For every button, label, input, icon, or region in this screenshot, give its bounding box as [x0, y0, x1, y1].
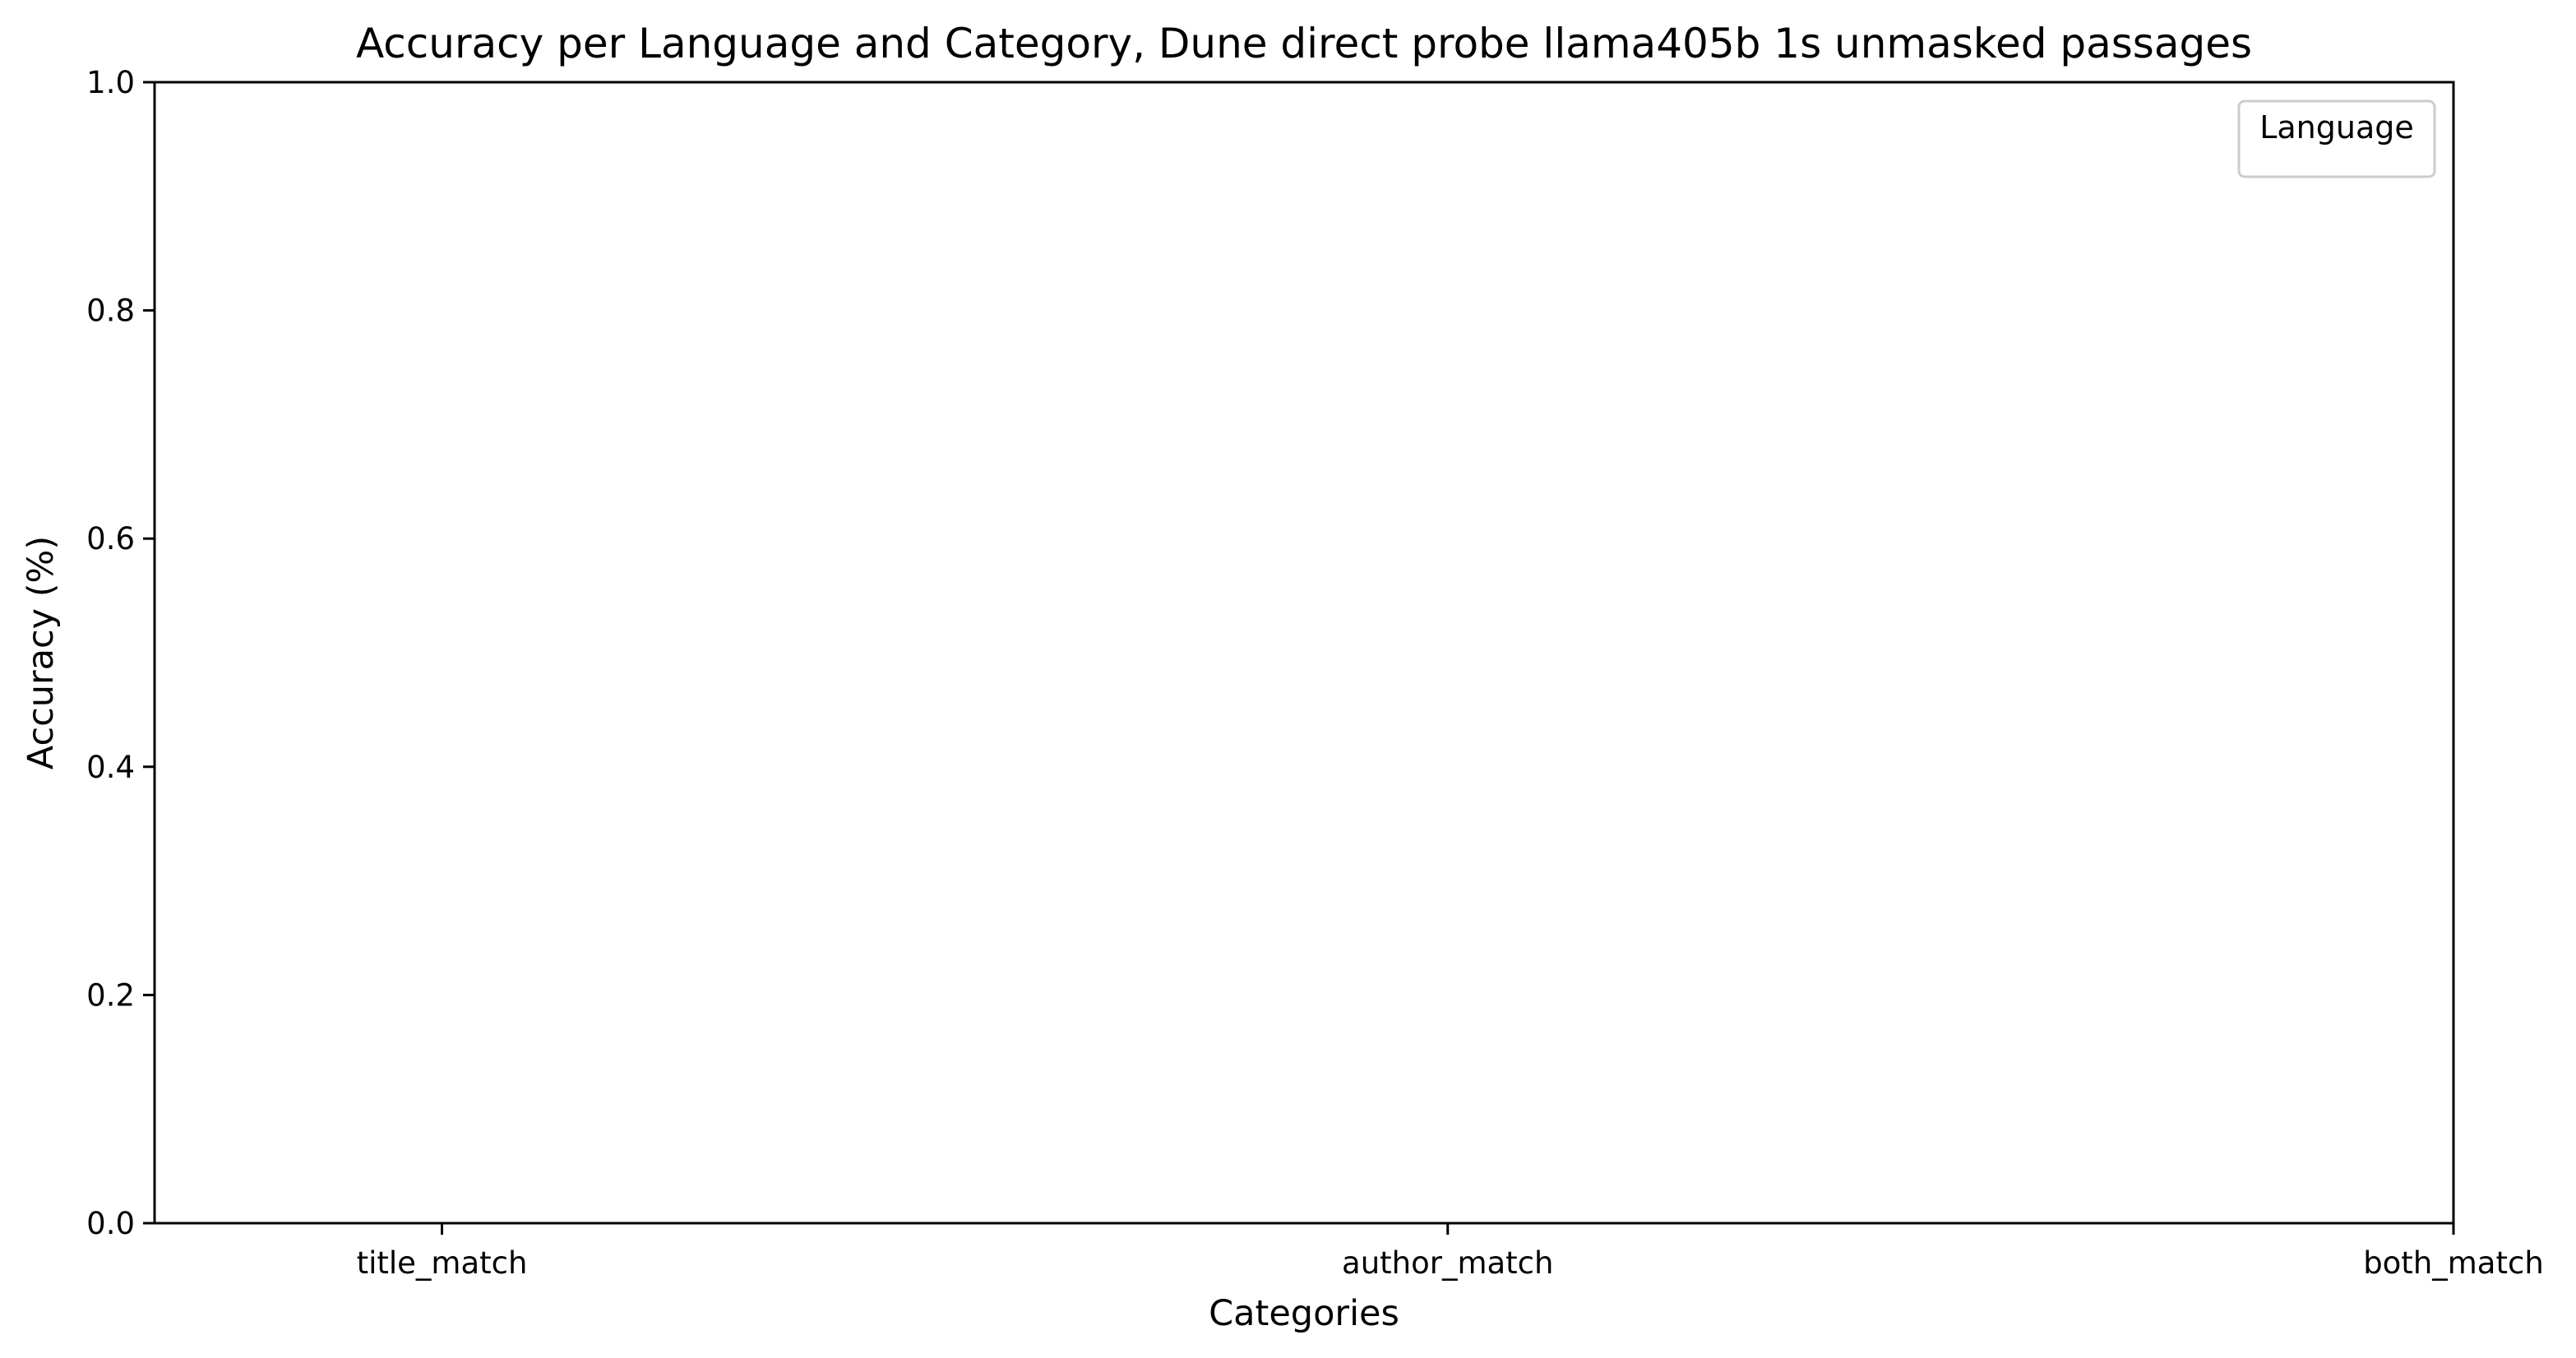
- y-axis-label: Accuracy (%): [21, 536, 62, 769]
- y-tick-label: 0.6: [86, 521, 135, 557]
- y-tick-label: 0.0: [86, 1206, 135, 1241]
- y-tick-label: 0.4: [86, 750, 135, 785]
- plot-area: [153, 81, 2455, 1225]
- legend-box: [2237, 99, 2436, 178]
- x-tick-label-author-match: author_match: [1342, 1245, 1553, 1281]
- x-tick-label-both-match: both_match: [2363, 1245, 2544, 1281]
- plot-frame: [153, 81, 2455, 1225]
- y-tick-label: 0.8: [86, 293, 135, 329]
- y-tick-label: 1.0: [86, 65, 135, 100]
- legend-title: Language: [2259, 109, 2414, 146]
- legend: Language: [2237, 99, 2436, 178]
- x-tick-label-title-match: title_match: [357, 1245, 528, 1281]
- x-axis-label: Categories: [1209, 1293, 1399, 1334]
- y-tick-label: 0.2: [86, 977, 135, 1013]
- chart-title: Accuracy per Language and Category, Dune…: [356, 20, 2252, 67]
- x-axis: title_match author_match both_match: [357, 1223, 2544, 1281]
- y-axis: 0.0 0.2 0.4 0.6 0.8 1.0: [86, 65, 155, 1241]
